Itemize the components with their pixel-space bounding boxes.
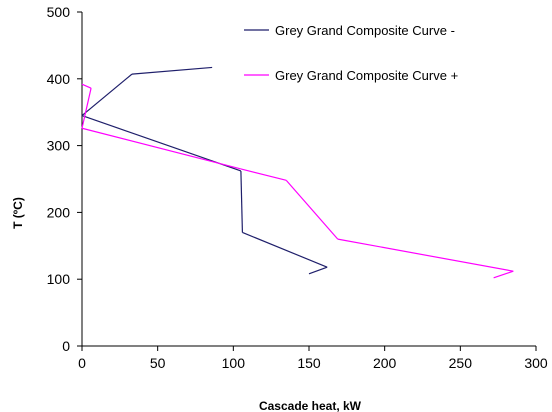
legend-label-series-plus: Grey Grand Composite Curve + [275,68,458,83]
line-segment [493,270,514,279]
series-layer [81,66,514,279]
legend: Grey Grand Composite Curve - Grey Grand … [244,23,458,83]
axes: 0 50 100 150 200 250 300 0 100 200 300 400 500 [47,4,548,371]
line-segment [242,231,328,268]
x-tick-label: 0 [78,355,86,371]
line-segment [240,170,244,233]
line-segment [81,73,133,117]
line-segment [81,127,242,170]
line-segment [81,88,92,129]
x-tick-label: 200 [373,355,397,371]
y-tick-label: 400 [47,71,71,87]
x-tick-label: 150 [297,355,321,371]
legend-label-series-minus: Grey Grand Composite Curve - [275,23,455,38]
line-segment [81,83,92,89]
y-axis-ticks: 0 100 200 300 400 500 [47,4,82,354]
y-tick-label: 0 [62,338,70,354]
y-tick-label: 500 [47,4,71,20]
line-segment [308,266,328,275]
x-tick-label: 300 [524,355,548,371]
x-axis-title: Cascade heat, kW [259,399,362,412]
y-axis-title: T (ºC) [11,197,25,229]
y-tick-label: 100 [47,271,71,287]
series-grey-gcc-plus [81,83,514,279]
x-tick-label: 250 [449,355,473,371]
line-segment [285,179,339,240]
x-tick-label: 100 [222,355,246,371]
y-tick-label: 200 [47,204,71,220]
line-segment [240,168,287,181]
series-grey-gcc-minus [81,66,328,275]
x-tick-label: 50 [150,355,166,371]
y-tick-label: 300 [47,138,71,154]
line-segment [337,238,514,272]
x-axis-ticks: 0 50 100 150 200 250 300 [78,346,548,371]
line-segment [131,66,213,75]
